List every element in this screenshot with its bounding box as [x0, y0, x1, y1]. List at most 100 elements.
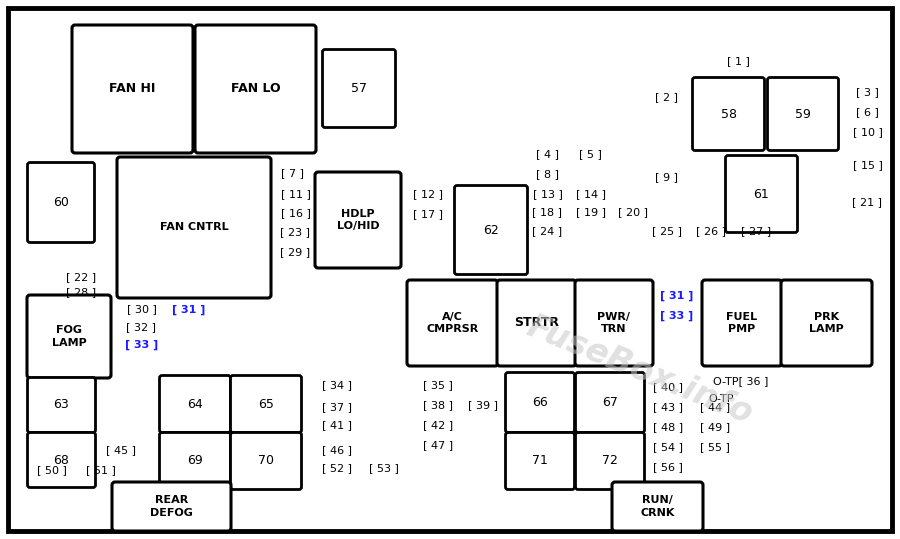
- Text: [ 10 ]: [ 10 ]: [852, 128, 882, 137]
- FancyBboxPatch shape: [781, 280, 872, 366]
- Text: [ 34 ]: [ 34 ]: [321, 381, 352, 390]
- Text: [ 5 ]: [ 5 ]: [579, 149, 602, 160]
- Text: 57: 57: [351, 82, 367, 95]
- Text: [ 53 ]: [ 53 ]: [369, 464, 399, 473]
- FancyBboxPatch shape: [112, 482, 231, 531]
- Text: [ 2 ]: [ 2 ]: [655, 93, 678, 102]
- Text: [ 51 ]: [ 51 ]: [86, 466, 115, 475]
- FancyBboxPatch shape: [702, 280, 782, 366]
- Text: 67: 67: [602, 396, 618, 409]
- Text: [ 9 ]: [ 9 ]: [655, 172, 678, 183]
- Text: [ 28 ]: [ 28 ]: [67, 287, 96, 298]
- FancyBboxPatch shape: [322, 50, 395, 128]
- Text: [ 25 ]: [ 25 ]: [652, 226, 681, 237]
- Text: [ 38 ]: [ 38 ]: [423, 400, 453, 411]
- FancyBboxPatch shape: [8, 8, 892, 531]
- Text: 58: 58: [721, 107, 736, 121]
- Text: [ 1 ]: [ 1 ]: [726, 57, 750, 66]
- Text: [ 12 ]: [ 12 ]: [413, 190, 443, 199]
- Text: FuseBox.info: FuseBox.info: [522, 309, 758, 431]
- Text: [ 47 ]: [ 47 ]: [423, 440, 453, 451]
- Text: O-TP: O-TP: [709, 395, 734, 404]
- Text: [ 29 ]: [ 29 ]: [281, 247, 310, 258]
- Text: HDLP
LO/HID: HDLP LO/HID: [337, 209, 379, 231]
- Text: [ 13 ]: [ 13 ]: [533, 190, 562, 199]
- FancyBboxPatch shape: [159, 376, 230, 432]
- FancyBboxPatch shape: [612, 482, 703, 531]
- Text: [ 7 ]: [ 7 ]: [281, 169, 304, 178]
- Text: [ 27 ]: [ 27 ]: [741, 226, 771, 237]
- FancyBboxPatch shape: [575, 432, 644, 489]
- Text: 71: 71: [532, 454, 548, 467]
- FancyBboxPatch shape: [230, 432, 302, 489]
- Text: [ 22 ]: [ 22 ]: [67, 273, 96, 282]
- Text: [ 26 ]: [ 26 ]: [697, 226, 726, 237]
- FancyBboxPatch shape: [28, 162, 94, 243]
- Text: [ 24 ]: [ 24 ]: [533, 226, 562, 237]
- FancyBboxPatch shape: [72, 25, 193, 153]
- Text: [ 42 ]: [ 42 ]: [423, 420, 453, 431]
- Text: [ 43 ]: [ 43 ]: [653, 403, 683, 412]
- Text: [ 33 ]: [ 33 ]: [660, 310, 693, 321]
- FancyBboxPatch shape: [725, 155, 797, 232]
- Text: [ 39 ]: [ 39 ]: [468, 400, 498, 411]
- Text: [ 46 ]: [ 46 ]: [321, 446, 352, 455]
- Text: FUEL
PMP: FUEL PMP: [726, 312, 758, 334]
- FancyBboxPatch shape: [28, 432, 95, 487]
- Text: [ 45 ]: [ 45 ]: [106, 446, 137, 455]
- Text: [ 8 ]: [ 8 ]: [536, 169, 559, 179]
- Text: [ 3 ]: [ 3 ]: [856, 87, 879, 98]
- Text: 63: 63: [54, 398, 69, 411]
- Text: [ 15 ]: [ 15 ]: [852, 161, 882, 170]
- Text: 62: 62: [483, 224, 499, 237]
- FancyBboxPatch shape: [315, 172, 401, 268]
- Text: 65: 65: [258, 397, 274, 411]
- FancyBboxPatch shape: [195, 25, 316, 153]
- Text: STRTR: STRTR: [514, 316, 559, 329]
- Text: O-TP[ 36 ]: O-TP[ 36 ]: [713, 377, 769, 386]
- FancyBboxPatch shape: [230, 376, 302, 432]
- Text: 64: 64: [187, 397, 202, 411]
- Text: [ 41 ]: [ 41 ]: [321, 420, 352, 431]
- Text: [ 32 ]: [ 32 ]: [127, 322, 157, 333]
- Text: [ 49 ]: [ 49 ]: [700, 423, 730, 432]
- Text: [ 16 ]: [ 16 ]: [281, 209, 310, 218]
- Text: [ 52 ]: [ 52 ]: [321, 464, 352, 473]
- Text: [ 20 ]: [ 20 ]: [618, 208, 648, 218]
- FancyBboxPatch shape: [506, 432, 574, 489]
- Text: [ 31 ]: [ 31 ]: [172, 305, 206, 315]
- Text: [ 48 ]: [ 48 ]: [652, 423, 683, 432]
- Text: 61: 61: [753, 188, 770, 201]
- FancyBboxPatch shape: [575, 280, 653, 366]
- Text: FAN LO: FAN LO: [230, 82, 280, 95]
- Text: REAR
DEFOG: REAR DEFOG: [150, 495, 193, 517]
- Text: [ 17 ]: [ 17 ]: [413, 210, 443, 219]
- Text: [ 4 ]: [ 4 ]: [536, 149, 559, 160]
- FancyBboxPatch shape: [768, 78, 839, 150]
- Text: 68: 68: [54, 453, 69, 466]
- Text: [ 35 ]: [ 35 ]: [423, 381, 453, 390]
- Text: [ 18 ]: [ 18 ]: [533, 208, 562, 218]
- FancyBboxPatch shape: [407, 280, 498, 366]
- Text: [ 56 ]: [ 56 ]: [653, 462, 683, 473]
- FancyBboxPatch shape: [27, 295, 111, 378]
- FancyBboxPatch shape: [159, 432, 230, 489]
- FancyBboxPatch shape: [117, 157, 271, 298]
- Text: 59: 59: [795, 107, 811, 121]
- Text: [ 33 ]: [ 33 ]: [125, 340, 158, 350]
- Text: [ 31 ]: [ 31 ]: [660, 291, 693, 301]
- Text: FAN HI: FAN HI: [109, 82, 156, 95]
- Text: RUN/
CRNK: RUN/ CRNK: [640, 495, 675, 517]
- FancyBboxPatch shape: [575, 372, 644, 432]
- Text: 70: 70: [258, 454, 274, 467]
- Text: A/C
CMPRSR: A/C CMPRSR: [427, 312, 479, 334]
- Text: [ 19 ]: [ 19 ]: [575, 208, 606, 218]
- Text: [ 14 ]: [ 14 ]: [575, 190, 606, 199]
- FancyBboxPatch shape: [692, 78, 764, 150]
- Text: 66: 66: [532, 396, 548, 409]
- Text: PRK
LAMP: PRK LAMP: [809, 312, 844, 334]
- Text: [ 37 ]: [ 37 ]: [321, 403, 352, 412]
- Text: [ 44 ]: [ 44 ]: [700, 403, 730, 412]
- Text: 69: 69: [187, 454, 202, 467]
- FancyBboxPatch shape: [506, 372, 574, 432]
